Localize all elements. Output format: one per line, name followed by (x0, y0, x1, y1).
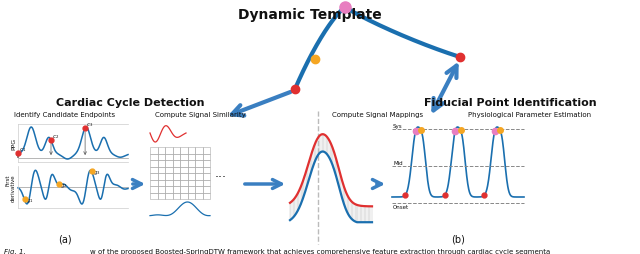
Bar (150, 193, 157, 199)
Text: Physiological Parameter Estimation: Physiological Parameter Estimation (468, 112, 591, 118)
Text: ...: ... (215, 167, 227, 180)
Bar (180, 160, 188, 167)
Text: Fiducial Point Identification: Fiducial Point Identification (424, 98, 596, 108)
Bar (180, 173, 188, 180)
Bar (188, 173, 195, 180)
Text: Sys: Sys (393, 123, 403, 129)
Bar (157, 180, 165, 186)
Bar (173, 193, 180, 199)
Bar (195, 173, 202, 180)
Text: First
derivative: First derivative (5, 173, 16, 201)
Bar (157, 173, 165, 180)
Bar (150, 173, 157, 180)
Text: $c_2$: $c_2$ (52, 132, 59, 140)
Text: $g_2$: $g_2$ (60, 182, 67, 189)
Bar (188, 180, 195, 186)
Bar (202, 173, 210, 180)
Bar (165, 147, 173, 154)
Text: $c_1$: $c_1$ (19, 146, 26, 154)
Text: Compute Signal Mappings: Compute Signal Mappings (332, 112, 424, 118)
Bar (150, 154, 157, 160)
Bar (157, 154, 165, 160)
Bar (180, 147, 188, 154)
Bar (188, 154, 195, 160)
Bar (195, 167, 202, 173)
Bar (195, 160, 202, 167)
Bar (150, 160, 157, 167)
Bar (173, 186, 180, 193)
Bar (165, 173, 173, 180)
Bar (165, 160, 173, 167)
Text: Compute Signal Similarity: Compute Signal Similarity (155, 112, 245, 118)
Bar (202, 160, 210, 167)
Bar (180, 193, 188, 199)
Bar (173, 173, 180, 180)
Bar (173, 167, 180, 173)
Bar (202, 154, 210, 160)
Bar (195, 154, 202, 160)
Bar (150, 180, 157, 186)
Bar (157, 186, 165, 193)
Bar (157, 193, 165, 199)
Bar (202, 186, 210, 193)
Bar (165, 154, 173, 160)
Bar (165, 193, 173, 199)
Text: (b): (b) (451, 234, 465, 244)
Text: (a): (a) (58, 234, 72, 244)
Bar (188, 160, 195, 167)
Text: w of the proposed Boosted-SpringDTW framework that achieves comprehensive featur: w of the proposed Boosted-SpringDTW fram… (90, 248, 550, 254)
Bar (150, 186, 157, 193)
Bar (188, 186, 195, 193)
Text: Dynamic Template: Dynamic Template (238, 8, 382, 22)
Bar (180, 180, 188, 186)
Text: $g_3$: $g_3$ (93, 169, 100, 177)
Bar (157, 160, 165, 167)
Bar (180, 167, 188, 173)
Text: Identify Candidate Endpoints: Identify Candidate Endpoints (15, 112, 116, 118)
Bar (202, 193, 210, 199)
Bar (165, 167, 173, 173)
Bar (188, 147, 195, 154)
Bar (202, 167, 210, 173)
Bar (173, 180, 180, 186)
Bar (157, 147, 165, 154)
Bar (173, 154, 180, 160)
Bar (150, 147, 157, 154)
Text: Cardiac Cycle Detection: Cardiac Cycle Detection (56, 98, 204, 108)
Text: $g_1$: $g_1$ (26, 197, 33, 204)
Bar (173, 147, 180, 154)
Text: Mid: Mid (393, 160, 403, 165)
Bar (150, 167, 157, 173)
Bar (188, 193, 195, 199)
Bar (180, 154, 188, 160)
Bar (157, 167, 165, 173)
Bar (195, 147, 202, 154)
Bar (188, 167, 195, 173)
Bar (195, 186, 202, 193)
Text: PPG: PPG (11, 137, 16, 149)
Text: $c_3$: $c_3$ (86, 121, 93, 129)
Bar (165, 186, 173, 193)
Bar (202, 147, 210, 154)
Bar (195, 193, 202, 199)
Text: Onset: Onset (393, 204, 409, 209)
Bar (195, 180, 202, 186)
Bar (165, 180, 173, 186)
Bar (173, 160, 180, 167)
Bar (180, 186, 188, 193)
Text: Fig. 1.: Fig. 1. (4, 248, 26, 254)
Bar (202, 180, 210, 186)
